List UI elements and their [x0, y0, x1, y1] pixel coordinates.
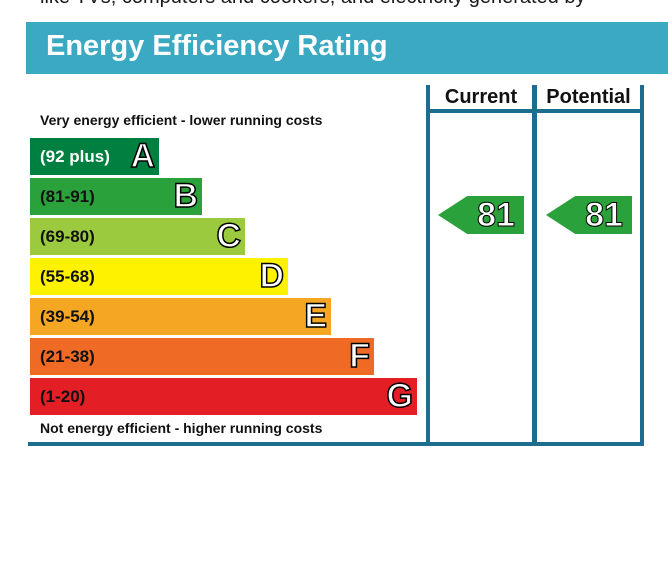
band-g: (1-20) G — [30, 376, 417, 416]
band-range-label: (69-80) — [40, 227, 95, 246]
band-range-label: (92 plus) — [40, 147, 110, 166]
frame-bottom-line — [28, 442, 644, 446]
band-range-label: (21-38) — [40, 347, 95, 366]
frame-middle-divider — [532, 85, 537, 445]
band-range-label: (39-54) — [40, 307, 95, 326]
band-letter: E — [304, 296, 328, 336]
bottom-caption: Not energy efficient - higher running co… — [40, 420, 323, 436]
band-letter: B — [173, 176, 199, 216]
band-f: (21-38) F — [30, 336, 374, 376]
band-range-label: (81-91) — [40, 187, 95, 206]
frame-left-divider — [426, 85, 430, 445]
frame-right-border — [640, 85, 644, 445]
band-letter: C — [216, 216, 242, 256]
top-caption: Very energy efficient - lower running co… — [40, 112, 323, 128]
band-d: (55-68) D — [30, 256, 288, 296]
band-range-label: (1-20) — [40, 387, 86, 406]
band-e: (39-54) E — [30, 296, 331, 336]
potential-rating-value: 81 — [585, 196, 624, 234]
band-b: (81-91) B — [30, 176, 202, 216]
band-range-label: (55-68) — [40, 267, 95, 286]
potential-rating-arrow: 81 — [546, 196, 632, 234]
band-a: (92 plus) A — [30, 136, 159, 176]
current-rating-arrow: 81 — [438, 196, 524, 234]
current-rating-value: 81 — [477, 196, 516, 234]
current-column-header: Current — [444, 86, 518, 108]
chart-title: Energy Efficiency Rating — [46, 30, 388, 62]
title-banner: Energy Efficiency Rating — [26, 22, 668, 74]
band-letter: F — [348, 336, 370, 376]
potential-column-header: Potential — [546, 86, 631, 108]
band-letter: G — [386, 376, 414, 416]
band-letter: D — [259, 256, 285, 296]
band-c: (69-80) C — [30, 216, 245, 256]
frame-header-line — [426, 109, 644, 113]
cut-off-body-text: like TVs, computers and cookers, and ele… — [40, 0, 668, 9]
band-letter: A — [130, 136, 156, 176]
